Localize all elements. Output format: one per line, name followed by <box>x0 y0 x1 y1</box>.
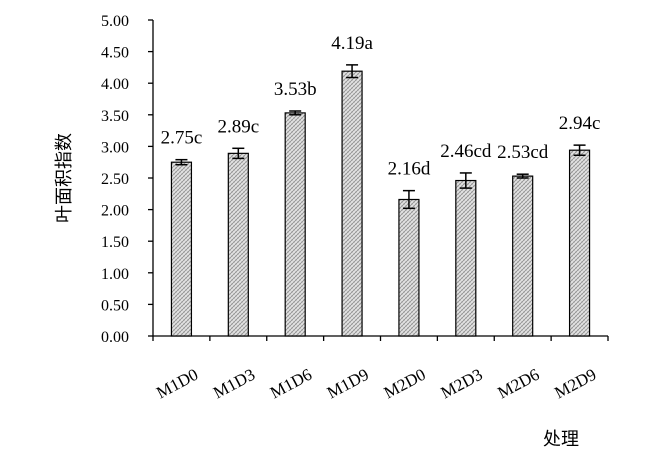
data-label: 2.75c <box>161 128 203 149</box>
y-tick-label: 2.50 <box>101 171 129 188</box>
bar <box>398 198 420 337</box>
x-axis-title: 处理 <box>543 429 579 450</box>
bar <box>341 70 363 337</box>
y-tick-label: 0.50 <box>101 297 129 314</box>
x-category-label: M1D6 <box>267 365 315 403</box>
error-bars <box>175 64 586 210</box>
y-tick-label: 3.50 <box>101 108 129 125</box>
x-category-label: M1D0 <box>153 365 201 403</box>
data-label: 2.89c <box>217 116 259 137</box>
x-category-label: M1D9 <box>324 365 372 403</box>
y-tick-label: 4.50 <box>101 45 129 62</box>
y-tick-label: 5.00 <box>101 13 129 30</box>
data-labels: 2.75c 2.89c 3.53b 4.19a 2.16d 2.46cd 2.53cd 2.9… <box>161 33 601 180</box>
data-label: 2.53cd <box>497 142 549 163</box>
data-label: 3.53b <box>274 79 317 100</box>
y-tick-label: 4.00 <box>101 76 129 93</box>
x-category-label: M2D0 <box>381 365 429 403</box>
data-label: 2.16d <box>388 159 431 180</box>
bar <box>455 179 477 337</box>
y-tick-label: 3.00 <box>101 139 129 156</box>
x-category-label: M1D3 <box>210 365 258 403</box>
y-tick-label: 1.50 <box>101 234 129 251</box>
x-axis: M1D0 M1D3 M1D6 M1D9 M2D0 M2D3 M2D6 M2D9 <box>152 335 609 403</box>
x-category-label: M2D6 <box>494 365 542 403</box>
data-label: 2.46cd <box>440 141 492 162</box>
y-tick-label: 2.00 <box>101 203 129 220</box>
bar <box>227 152 249 337</box>
x-category-label: M2D3 <box>438 365 486 403</box>
y-axis: 0.00 0.50 1.00 1.50 2.00 2.50 3.00 3.50 4.00 4.50… <box>101 13 154 346</box>
y-axis-title: 叶面积指数 <box>54 133 75 223</box>
bar <box>512 175 534 337</box>
bar-series <box>170 70 591 337</box>
bar <box>284 112 306 337</box>
bar <box>568 149 591 337</box>
bar <box>170 161 193 337</box>
data-label: 2.94c <box>559 113 601 134</box>
data-label: 4.19a <box>331 33 373 54</box>
y-tick-label: 1.00 <box>101 266 129 283</box>
y-tick-label: 0.00 <box>101 329 129 346</box>
x-category-label: M2D9 <box>551 365 599 403</box>
